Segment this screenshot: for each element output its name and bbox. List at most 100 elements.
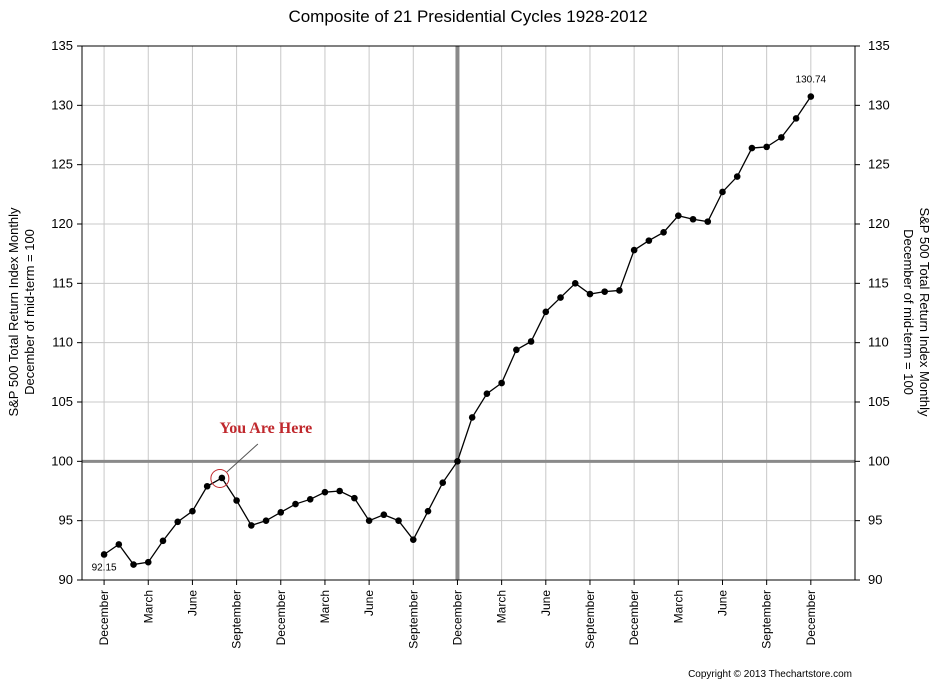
y-tick-label-left: 110	[52, 335, 73, 350]
x-tick-label: June	[362, 590, 376, 616]
data-point	[233, 497, 240, 504]
data-point	[513, 346, 520, 354]
data-label: 130.74	[796, 75, 827, 86]
y-tick-label-left: 135	[51, 38, 73, 53]
data-point	[483, 390, 491, 397]
data-point	[203, 482, 211, 490]
y-tick-label-right: 95	[868, 513, 882, 528]
x-tick-label: March	[495, 590, 509, 623]
data-point	[542, 308, 550, 316]
data-point	[454, 458, 461, 465]
data-point	[630, 246, 638, 254]
y-tick-label-right: 120	[868, 216, 890, 231]
y-axis-label-left-line2: December of mid-term = 100	[22, 229, 37, 395]
data-point	[321, 488, 329, 496]
y-axis-label-right: S&P 500 Total Return Index Monthly Decem…	[901, 207, 932, 417]
data-point	[748, 144, 756, 152]
y-tick-label-right: 125	[868, 157, 890, 172]
y-tick-label-right: 105	[868, 394, 890, 409]
y-tick-label-right: 110	[868, 335, 889, 350]
x-tick-label: September	[760, 590, 774, 649]
y-tick-label-left: 105	[51, 394, 73, 409]
y-axis-label-right-line1: S&P 500 Total Return Index Monthly	[917, 207, 932, 417]
x-tick-label: December	[274, 590, 288, 645]
data-point	[248, 522, 255, 529]
y-tick-label-right: 130	[868, 97, 890, 112]
data-point	[557, 294, 564, 301]
y-tick-label-right: 115	[868, 275, 889, 290]
data-point	[719, 188, 726, 196]
y-ticks: 90 90 95 95 100 100 105 105 110 110 115 115 120 120 12…	[51, 38, 889, 587]
data-point	[616, 287, 623, 294]
series	[100, 93, 815, 568]
data-point	[689, 215, 697, 223]
data-point	[778, 134, 785, 141]
data-point	[144, 558, 152, 566]
data-point	[395, 517, 402, 524]
x-tick-label: December	[97, 590, 111, 645]
data-point	[115, 541, 123, 548]
data-point	[498, 379, 505, 387]
y-tick-label-left: 95	[59, 513, 73, 528]
y-axis-label-left: S&P 500 Total Return Index Monthly Decem…	[6, 207, 37, 417]
data-point	[292, 500, 299, 508]
y-axis-label-left-line1: S&P 500 Total Return Index Monthly	[6, 207, 21, 417]
data-point	[277, 509, 285, 516]
x-ticks: December March June September December March J…	[97, 580, 818, 649]
data-point	[351, 494, 358, 502]
data-point	[763, 143, 770, 151]
annotation-circle	[210, 468, 230, 488]
data-point	[306, 496, 314, 503]
y-axis-label-right-line2: December of mid-term = 100	[901, 229, 916, 395]
data-point	[365, 517, 373, 524]
data-point	[601, 288, 608, 295]
plot-frame	[81, 45, 856, 581]
y-tick-label-left: 115	[52, 275, 73, 290]
y-tick-label-left: 90	[59, 572, 73, 587]
x-tick-label: June	[539, 590, 553, 616]
x-tick-label: September	[230, 590, 244, 649]
y-tick-label-left: 100	[51, 453, 73, 468]
y-tick-label-left: 120	[51, 216, 73, 231]
data-point	[174, 518, 182, 526]
data-point	[130, 561, 137, 568]
x-tick-label: June	[715, 590, 729, 616]
data-point	[704, 218, 712, 225]
annotation: You Are Here	[210, 420, 313, 488]
x-tick-label: March	[318, 590, 332, 623]
data-point	[336, 487, 343, 495]
data-point	[733, 173, 741, 180]
y-tick-label-right: 90	[868, 572, 882, 587]
x-tick-label: March	[141, 590, 155, 623]
y-tick-label-right: 135	[868, 38, 890, 53]
chart-title: Composite of 21 Presidential Cycles 1928…	[288, 7, 647, 26]
data-point	[409, 536, 417, 543]
data-point	[792, 115, 800, 122]
data-point	[189, 507, 196, 515]
gridlines	[82, 45, 855, 581]
data-point	[660, 229, 667, 236]
x-tick-label: June	[185, 590, 199, 616]
data-labels: 92.15 130.74	[92, 75, 827, 574]
data-point	[527, 338, 535, 345]
x-tick-label: September	[406, 590, 420, 649]
annotation-text: You Are Here	[220, 420, 313, 437]
x-tick-label: December	[627, 590, 641, 645]
data-point	[571, 280, 579, 287]
data-point	[159, 537, 167, 545]
copyright-text: Copyright © 2013 Thechartstore.com	[688, 669, 852, 680]
x-tick-label: September	[583, 590, 597, 649]
annotation-pointer	[226, 443, 259, 473]
data-point	[586, 290, 594, 298]
y-tick-label-right: 100	[868, 453, 890, 468]
x-tick-label: March	[671, 590, 685, 623]
data-point	[218, 474, 226, 482]
reference-lines	[82, 46, 855, 580]
y-tick-label-left: 130	[51, 97, 73, 112]
data-point	[645, 237, 653, 244]
data-point	[424, 507, 432, 515]
y-tick-label-left: 125	[51, 157, 73, 172]
data-point	[439, 479, 447, 486]
data-point	[675, 212, 682, 219]
